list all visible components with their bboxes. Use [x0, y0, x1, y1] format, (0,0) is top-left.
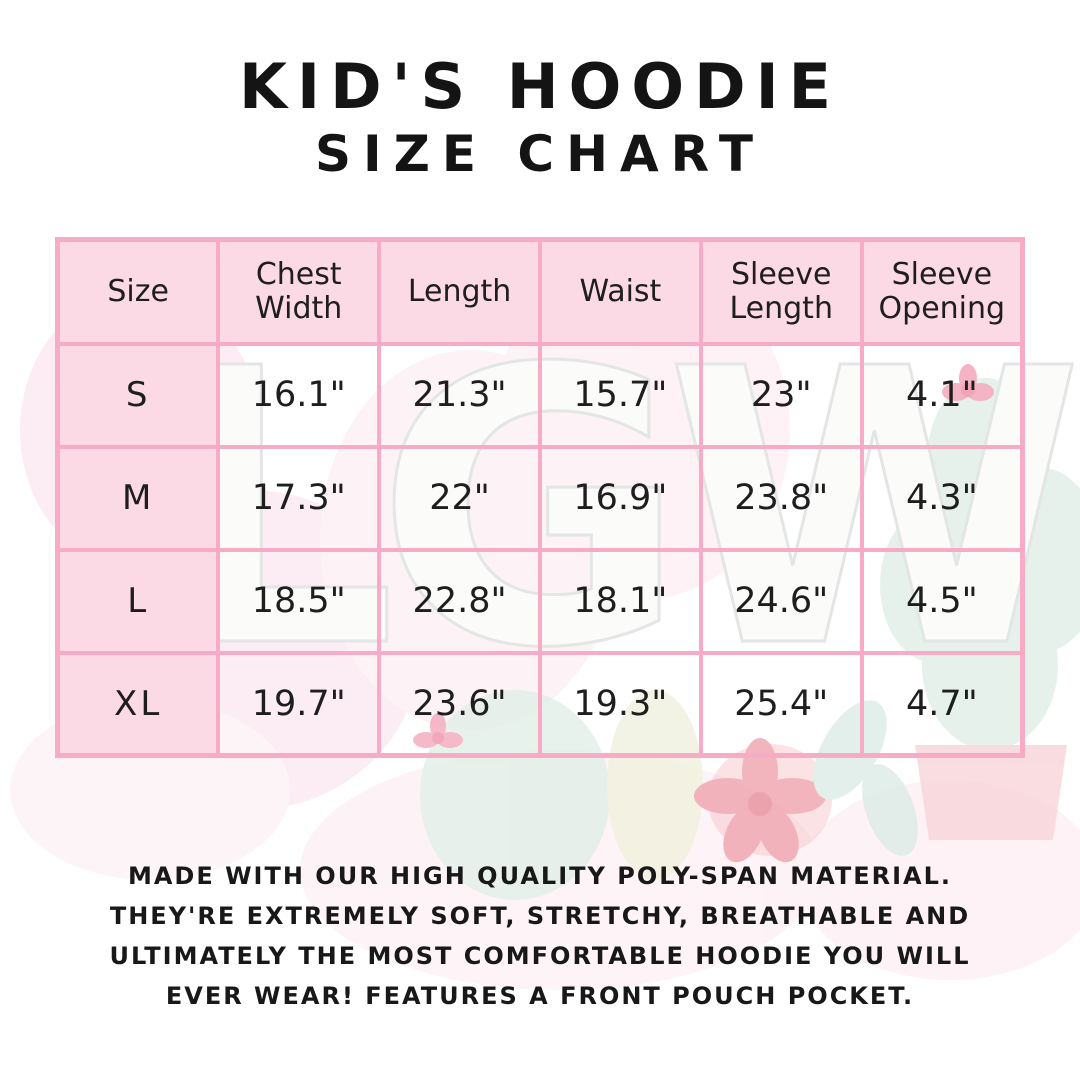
cell-xl-sleeve-length: 25.4" [698, 650, 864, 758]
cell-xl-waist: 19.3" [537, 650, 703, 758]
cell-l-chest-width: 18.5" [216, 547, 382, 655]
cell-s-length: 21.3" [377, 341, 542, 449]
cell-m-sleeve-opening: 4.3" [859, 444, 1025, 552]
product-description: MADE WITH OUR HIGH QUALITY POLY-SPAN MAT… [0, 856, 1080, 1016]
cell-l-sleeve-length: 24.6" [698, 547, 864, 655]
header-row: Size Chest Width Length Waist Sleeve Len… [55, 237, 1025, 346]
description-line-3: ULTIMATELY THE MOST COMFORTABLE HOODIE Y… [109, 942, 971, 970]
cell-l-sleeve-opening: 4.5" [859, 547, 1025, 655]
cell-xl-chest-width: 19.7" [216, 650, 382, 758]
table-body: S 16.1" 21.3" 15.7" 23" 4.1" M 17.3" 22"… [55, 341, 1025, 758]
size-chart-table: Size Chest Width Length Waist Sleeve Len… [55, 237, 1025, 758]
description-line-4: EVER WEAR! FEATURES A FRONT POUCH POCKET… [165, 982, 915, 1010]
table-row-s: S 16.1" 21.3" 15.7" 23" 4.1" [55, 341, 1025, 449]
cell-s-sleeve-length: 23" [698, 341, 864, 449]
cell-m-length: 22" [377, 444, 542, 552]
table-row-l: L 18.5" 22.8" 18.1" 24.6" 4.5" [55, 547, 1025, 655]
cell-l-waist: 18.1" [537, 547, 703, 655]
size-chart-table-wrap: Size Chest Width Length Waist Sleeve Len… [55, 237, 1025, 758]
description-line-2: THEY'RE EXTREMELY SOFT, STRETCHY, BREATH… [109, 902, 971, 930]
row-label-s: S [55, 341, 221, 449]
column-header-size: Size [55, 237, 221, 346]
column-header-waist: Waist [537, 237, 703, 346]
title-block: KID'S HOODIE SIZE CHART [0, 50, 1080, 184]
cell-s-sleeve-opening: 4.1" [859, 341, 1025, 449]
cell-m-chest-width: 17.3" [216, 444, 382, 552]
table-row-xl: XL 19.7" 23.6" 19.3" 25.4" 4.7" [55, 650, 1025, 758]
column-header-sleeve-length: Sleeve Length [698, 237, 864, 346]
table-row-m: M 17.3" 22" 16.9" 23.8" 4.3" [55, 444, 1025, 552]
row-label-m: M [55, 444, 221, 552]
column-header-length: Length [377, 237, 542, 346]
row-label-l: L [55, 547, 221, 655]
column-header-sleeve-opening: Sleeve Opening [859, 237, 1025, 346]
cell-xl-sleeve-opening: 4.7" [859, 650, 1025, 758]
row-label-xl: XL [55, 650, 221, 758]
cell-l-length: 22.8" [377, 547, 542, 655]
page-title: KID'S HOODIE [239, 50, 841, 123]
cell-s-waist: 15.7" [537, 341, 703, 449]
table-header: Size Chest Width Length Waist Sleeve Len… [55, 237, 1025, 346]
cell-s-chest-width: 16.1" [216, 341, 382, 449]
cell-xl-length: 23.6" [377, 650, 542, 758]
description-line-1: MADE WITH OUR HIGH QUALITY POLY-SPAN MAT… [127, 862, 953, 890]
cell-m-sleeve-length: 23.8" [698, 444, 864, 552]
page-subtitle: SIZE CHART [314, 125, 766, 183]
cell-m-waist: 16.9" [537, 444, 703, 552]
column-header-chest-width: Chest Width [216, 237, 382, 346]
